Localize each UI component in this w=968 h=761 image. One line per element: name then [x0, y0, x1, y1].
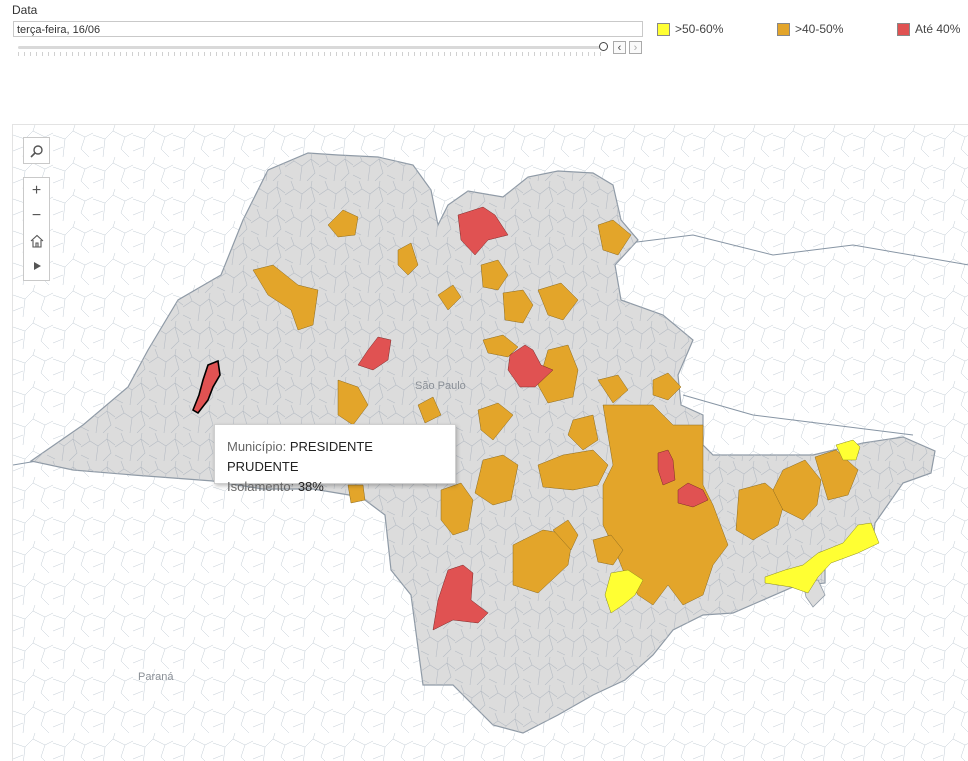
zoom-out-button[interactable]: − [24, 203, 49, 228]
municipality-map[interactable] [13, 125, 968, 761]
search-icon [29, 144, 43, 158]
legend-swatch-orange [777, 22, 790, 36]
home-icon [30, 234, 43, 248]
reset-map-button[interactable] [24, 228, 49, 253]
legend-label: Até 40% [915, 22, 961, 36]
date-slider-track[interactable] [18, 46, 603, 49]
chevron-right-icon: › [633, 42, 638, 54]
legend-label: >40-50% [795, 22, 844, 36]
municipality-tooltip: Município: PRESIDENTE PRUDENTE Isolament… [214, 424, 456, 494]
legend-label: >50-60% [675, 22, 724, 36]
expand-tools-button[interactable] [24, 253, 49, 278]
play-icon [33, 261, 41, 270]
legend-item-40-50[interactable]: >40-50% [777, 22, 843, 36]
map-search-button[interactable] [23, 137, 50, 164]
tooltip-line-isolamento: Isolamento: 38% [227, 477, 443, 497]
zoom-in-button[interactable]: + [24, 178, 49, 203]
yellow-municipalities [604, 439, 880, 614]
zoom-in-icon: + [31, 181, 42, 199]
presidente-prudente-municipality[interactable] [192, 359, 221, 415]
date-filter-field[interactable]: terça-feira, 16/06 [13, 21, 643, 37]
tooltip-isolation-value: 38% [297, 479, 324, 494]
chevron-left-icon: ‹ [617, 42, 622, 54]
tooltip-key: Município: [227, 439, 287, 454]
tooltip-key: Isolamento: [227, 479, 295, 494]
legend-swatch-yellow [657, 22, 670, 36]
legend-item-ate-40[interactable]: Até 40% [897, 22, 960, 36]
map-label-state: São Paulo [415, 380, 466, 392]
next-date-button[interactable]: › [629, 41, 642, 54]
orange-municipalities [252, 209, 859, 606]
date-slider-thumb[interactable] [599, 42, 608, 51]
previous-date-button[interactable]: ‹ [613, 41, 626, 54]
legend-swatch-red [897, 22, 910, 36]
date-filter-label: Data [12, 3, 38, 17]
map-area[interactable]: São Paulo Paraná + − Município: PRESIDEN… [12, 124, 968, 761]
legend-item-50-60[interactable]: >50-60% [657, 22, 723, 36]
zoom-out-icon: − [31, 206, 42, 224]
map-zoom-controls: + − [23, 177, 50, 281]
tooltip-municipality-name: PRESIDENTE PRUDENTE [227, 439, 373, 474]
date-slider-ticks [18, 52, 603, 56]
map-label-neighbor: Paraná [138, 671, 174, 683]
tooltip-line-municipio: Município: PRESIDENTE PRUDENTE [227, 437, 443, 477]
red-municipalities [357, 206, 709, 631]
